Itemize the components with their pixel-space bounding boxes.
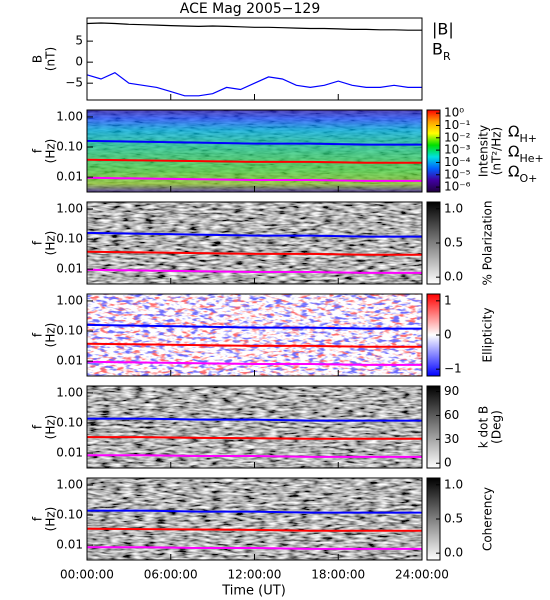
- colorbar-tick-label: 10⁻²: [444, 130, 471, 144]
- series-line: [87, 417, 422, 422]
- y-axis-label: (Hz): [44, 323, 58, 348]
- colorbar-label: (Deg): [490, 410, 504, 444]
- colorbar-tick-label: 1.0: [444, 477, 463, 491]
- y-tick-label: 1.00: [56, 385, 83, 399]
- y-tick-label: 0.01: [56, 170, 83, 184]
- y-tick-label: 0.10: [56, 416, 83, 430]
- colorbar-label: Intensity: [477, 125, 491, 177]
- y-tick-label: 0.01: [56, 354, 83, 368]
- colorbar-label: Coherency: [481, 487, 495, 551]
- colorbar: [426, 109, 441, 193]
- colorbar-label: % Polarization: [481, 201, 495, 286]
- y-axis-label: f: [31, 332, 45, 337]
- series-line: [86, 268, 422, 274]
- chart-title: ACE Mag 2005−129: [180, 1, 320, 17]
- y-axis-label: f: [31, 148, 45, 153]
- colorbar-tick-label: 0: [444, 328, 452, 342]
- panel: 90 60 30 0 k dot B (Deg) 1.00 0.10 0.01 f (Hz): [31, 384, 504, 470]
- colorbar-tick-label: 10⁰: [444, 106, 464, 120]
- x-tick-label: 00:00:00: [60, 568, 114, 582]
- series-line: [86, 72, 422, 97]
- y-tick-label: 0.10: [56, 324, 83, 338]
- y-tick-label: 5: [75, 34, 83, 48]
- x-tick-label: 24:00:00: [395, 568, 449, 582]
- panel: 1 0 −1 Ellipticity 1.00 0.10 0.01 f (Hz): [31, 293, 495, 377]
- colorbar-tick-label: 10⁻⁶: [444, 180, 471, 194]
- x-tick-label: 18:00:00: [311, 568, 365, 582]
- y-axis-label: f: [31, 516, 45, 521]
- series-line: [86, 139, 422, 146]
- panel: 1.0 0.5 0.0 Coherency 1.00 0.10 0.01 f (Hz): [31, 477, 495, 561]
- series-line: [86, 158, 422, 164]
- x-axis-label: Time (UT): [221, 584, 286, 599]
- y-tick-label: 0.10: [56, 508, 83, 522]
- y-axis-label: f: [31, 240, 45, 245]
- x-tick-label: 12:00:00: [228, 568, 282, 582]
- colorbar-tick-label: 10⁻¹: [444, 118, 471, 132]
- colorbar-tick-label: 30: [444, 432, 459, 446]
- y-axis-label: (Hz): [44, 139, 58, 164]
- legend-entry: |B|: [432, 20, 454, 39]
- colorbar: [426, 385, 441, 469]
- series-line: [86, 231, 422, 238]
- y-axis-label: (nT): [44, 47, 58, 71]
- series-line: [86, 250, 422, 256]
- colorbar-tick-label: 0.0: [444, 270, 463, 284]
- plot-background: [87, 18, 422, 100]
- series-line: [86, 176, 422, 182]
- series-line: [87, 436, 422, 440]
- colorbar-tick-label: 0.0: [444, 546, 463, 560]
- colorbar-tick-label: 1.0: [444, 201, 463, 215]
- y-tick-label: 1.00: [56, 109, 83, 123]
- series-line: [86, 342, 422, 348]
- panel: |B|BR −5 0 5 B (nT): [31, 17, 454, 101]
- y-axis-label: (Hz): [44, 507, 58, 532]
- y-tick-label: 1.00: [56, 201, 83, 215]
- colorbar-tick-label: 10⁻⁵: [444, 167, 471, 181]
- colorbar-tick-label: 10⁻³: [444, 143, 471, 157]
- colorbar-tick-label: 0: [444, 456, 452, 470]
- colorbar-tick-label: 60: [444, 408, 459, 422]
- y-tick-label: 0.01: [56, 538, 83, 552]
- series-line: [86, 360, 422, 366]
- colorbar-tick-label: 1: [444, 293, 452, 307]
- series-line: [86, 527, 422, 532]
- legend-entry: BR: [432, 40, 451, 63]
- y-tick-label: 1.00: [56, 293, 83, 307]
- series-line: [87, 509, 422, 514]
- y-tick-label: 0.01: [56, 262, 83, 276]
- series-line: [86, 323, 422, 330]
- x-tick-label: 06:00:00: [144, 568, 198, 582]
- y-tick-label: 0.10: [56, 232, 83, 246]
- colorbar-tick-label: 0.5: [444, 512, 463, 526]
- y-axis-label: B: [31, 55, 45, 63]
- legend-entry: ΩHe+: [508, 143, 544, 165]
- colorbar-label: (nT²/Hz): [490, 127, 504, 175]
- y-tick-label: 1.00: [56, 477, 83, 491]
- y-axis-label: (Hz): [44, 231, 58, 256]
- y-tick-label: 0.10: [56, 140, 83, 154]
- series-line: [86, 22, 422, 31]
- panel: 1.0 0.5 0.0 % Polarization 1.00 0.10 0.01 f (Hz): [31, 201, 495, 286]
- y-axis-label: f: [31, 424, 45, 429]
- y-tick-label: 0.01: [56, 446, 83, 460]
- legend-entry: ΩH+: [508, 123, 537, 145]
- colorbar-label: k dot B: [477, 406, 491, 448]
- y-tick-label: 0: [75, 55, 83, 69]
- legend-entry: ΩO+: [508, 163, 537, 185]
- series-line: [87, 546, 422, 550]
- colorbar-tick-label: 10⁻⁴: [444, 155, 471, 169]
- y-axis-label: (Hz): [44, 415, 58, 440]
- colorbar-tick-label: 0.5: [444, 236, 463, 250]
- colorbar-tick-label: 90: [444, 384, 459, 398]
- y-tick-label: −5: [65, 76, 83, 90]
- series-line: [87, 454, 422, 458]
- colorbar-label: Ellipticity: [481, 308, 495, 363]
- colorbar-tick-label: −1: [444, 362, 462, 376]
